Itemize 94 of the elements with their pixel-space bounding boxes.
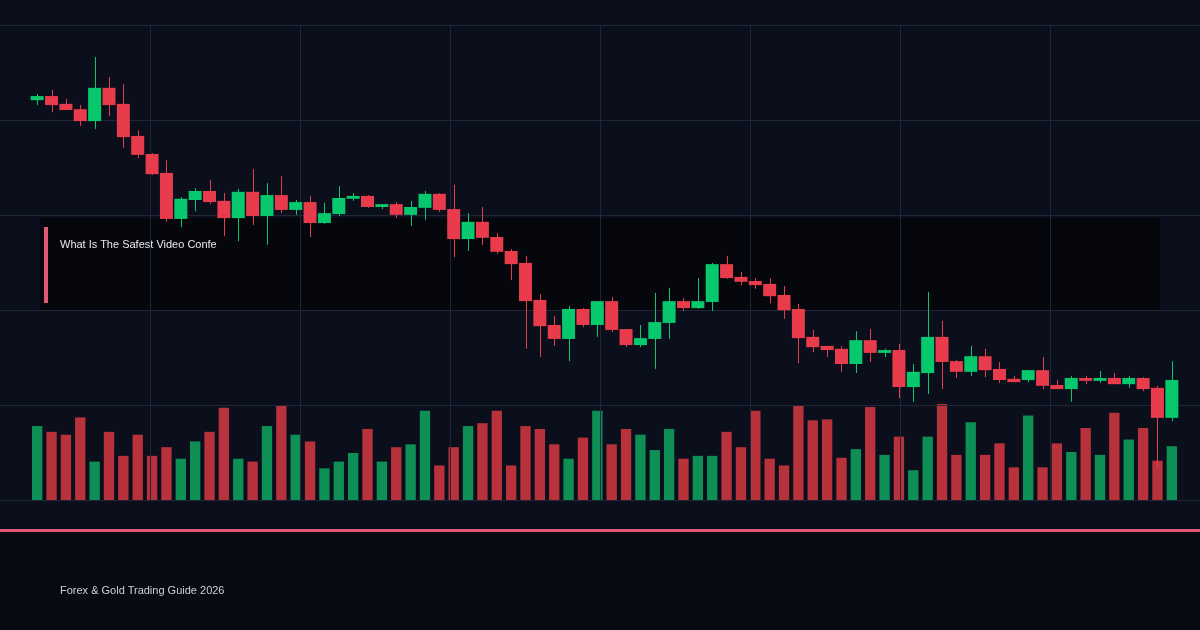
bar <box>620 428 632 500</box>
bar <box>175 458 186 500</box>
bar <box>505 465 517 500</box>
bar <box>233 458 244 500</box>
bar <box>419 410 431 500</box>
bar <box>1109 412 1120 500</box>
bar <box>908 470 919 500</box>
bar <box>678 458 689 500</box>
candlestick <box>102 76 116 117</box>
bar <box>692 455 704 500</box>
bar <box>994 443 1005 500</box>
bar <box>103 431 115 500</box>
bar <box>936 404 948 500</box>
bar <box>362 428 373 500</box>
bar <box>89 461 100 500</box>
bar <box>462 426 474 500</box>
bar <box>807 420 818 500</box>
bar <box>405 444 416 500</box>
candlestick <box>1064 375 1078 403</box>
candlestick <box>274 175 288 214</box>
bar <box>879 454 890 500</box>
bar <box>649 450 660 500</box>
bar <box>46 431 57 500</box>
bar <box>376 461 388 500</box>
bar <box>865 406 876 500</box>
candlestick <box>461 212 475 252</box>
candlestick <box>590 300 604 338</box>
bar <box>1137 428 1149 500</box>
bar <box>132 434 143 500</box>
text: What Is The Safest Video Confe <box>60 238 217 250</box>
bar <box>247 461 258 500</box>
bar <box>793 404 804 500</box>
bar <box>1152 460 1163 500</box>
candlestick <box>662 287 676 340</box>
bar <box>563 458 574 500</box>
text: Forex & Gold Trading Guide 2026 <box>60 584 225 596</box>
candlestick <box>849 330 863 374</box>
bar <box>333 461 344 500</box>
bar <box>735 447 747 500</box>
bar <box>577 437 589 500</box>
bar <box>1080 428 1091 500</box>
bar <box>491 410 502 500</box>
bar <box>477 423 488 500</box>
bar <box>549 444 560 500</box>
bar <box>520 426 531 500</box>
bar <box>1123 439 1134 500</box>
bar <box>821 419 833 500</box>
bar <box>1051 443 1063 500</box>
candlestick <box>73 104 87 127</box>
bar <box>347 452 359 500</box>
bar <box>850 449 862 500</box>
candlestick <box>576 307 590 328</box>
bar <box>304 441 316 500</box>
bar <box>319 468 330 500</box>
candlestick <box>547 315 561 347</box>
bar <box>635 434 646 500</box>
bar <box>261 426 273 500</box>
candlestick <box>964 345 978 377</box>
bar <box>1094 454 1106 500</box>
bar <box>204 431 215 500</box>
candlestick <box>188 187 202 212</box>
candlestick <box>863 328 877 363</box>
bar <box>778 465 790 500</box>
candlestick <box>619 328 633 348</box>
bar <box>534 428 546 500</box>
bar <box>663 428 675 500</box>
bar <box>391 447 402 500</box>
bar <box>606 444 617 500</box>
bar <box>1066 452 1077 500</box>
bar <box>1037 467 1048 500</box>
bar <box>218 407 230 500</box>
bar <box>721 431 732 500</box>
bar <box>161 447 172 500</box>
bar <box>60 434 72 500</box>
bar <box>979 454 991 500</box>
bar <box>1023 415 1034 500</box>
bar <box>1008 467 1019 500</box>
candlestick <box>174 196 188 228</box>
bar <box>764 458 775 500</box>
candlestick <box>260 182 274 246</box>
bar <box>965 422 976 500</box>
bar <box>190 441 201 500</box>
candlestick <box>303 195 317 238</box>
bar <box>434 465 445 500</box>
bar <box>922 436 933 500</box>
bar <box>118 455 129 500</box>
candlestick <box>691 277 705 310</box>
bar <box>75 417 86 500</box>
bar <box>836 457 847 500</box>
bar <box>707 455 718 500</box>
bar <box>951 454 962 500</box>
bar <box>1166 446 1177 500</box>
bar <box>276 404 287 500</box>
bar <box>32 426 43 500</box>
